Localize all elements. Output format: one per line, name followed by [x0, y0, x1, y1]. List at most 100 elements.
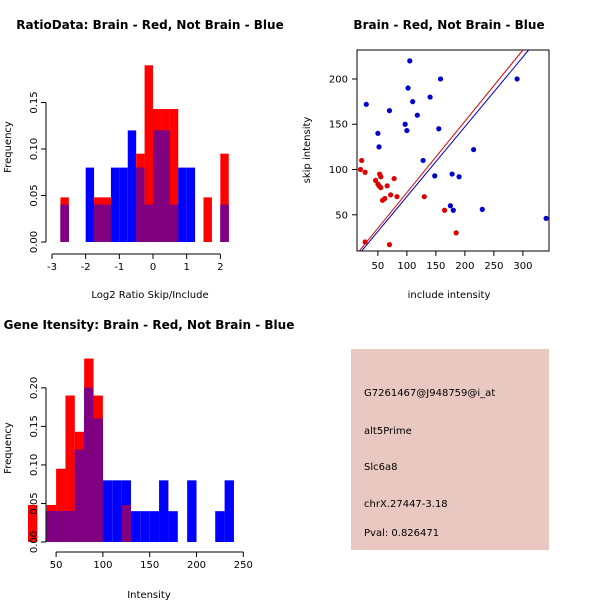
bar-not-brain	[130, 511, 141, 542]
bar-brain	[169, 109, 179, 242]
point-not-brain	[376, 144, 382, 150]
bar-overlap	[46, 511, 57, 542]
x-tick-label: -1	[114, 262, 124, 273]
point-brain	[386, 242, 393, 248]
point-brain	[362, 169, 368, 175]
p-value: Pval: 0.826471	[364, 528, 439, 539]
bar-brain	[220, 153, 229, 242]
point-not-brain	[479, 206, 485, 212]
point-not-brain	[456, 174, 462, 180]
point-not-brain	[410, 99, 416, 105]
point-not-brain	[386, 108, 393, 114]
bar-brain	[65, 395, 75, 542]
bar-not-brain	[119, 167, 128, 242]
y-tick-label: 0.00	[29, 231, 40, 253]
scatter-frame	[356, 49, 550, 252]
point-brain	[362, 239, 368, 245]
bar-not-brain	[159, 480, 169, 542]
bar-overlap	[136, 167, 145, 242]
point-not-brain	[375, 130, 381, 136]
info-box	[351, 349, 549, 550]
bar-overlap	[102, 204, 111, 242]
point-not-brain	[543, 215, 549, 222]
scatter-title: Brain - Red, Not Brain - Blue	[353, 18, 544, 32]
bar-not-brain	[112, 480, 122, 542]
bar-overlap	[169, 204, 179, 242]
intensity-histogram-xlabel: Intensity	[127, 590, 171, 600]
y-tick-label: 0.10	[29, 138, 40, 160]
bar-overlap	[74, 449, 85, 542]
x-tick-label: 250	[484, 261, 503, 272]
bar-overlap	[144, 204, 153, 242]
scatter-marks	[357, 49, 549, 252]
bar-overlap	[94, 204, 103, 242]
x-tick-label: 0	[150, 262, 156, 273]
fit-line-brain	[358, 49, 524, 252]
ratio-histogram-panel: RatioData: Brain - Red, Not Brain - Blue…	[3, 18, 284, 301]
bar-not-brain	[102, 480, 113, 542]
intensity-histogram-panel: Gene Itensity: Brain - Red, Not Brain - …	[3, 318, 294, 600]
bar-not-brain	[168, 511, 178, 542]
y-tick-label: 100	[329, 165, 348, 176]
bar-brain	[28, 505, 38, 542]
y-tick-label: 0.05	[29, 184, 40, 206]
x-tick-label: -3	[47, 262, 57, 273]
point-brain	[388, 192, 394, 198]
point-brain	[453, 230, 459, 236]
y-tick-label: 150	[329, 120, 348, 131]
point-not-brain	[420, 157, 426, 164]
bar-not-brain	[85, 167, 95, 242]
x-tick-label: 250	[234, 560, 253, 571]
point-not-brain	[427, 94, 433, 100]
bar-not-brain	[149, 511, 160, 542]
point-brain	[384, 183, 390, 189]
bar-overlap	[84, 387, 94, 542]
intensity-histogram-bars	[28, 358, 234, 542]
bar-overlap	[153, 130, 162, 242]
bar-not-brain	[187, 480, 197, 542]
point-not-brain	[363, 101, 369, 107]
point-not-brain	[450, 207, 456, 213]
point-not-brain	[414, 112, 420, 118]
y-tick-label: 0.05	[29, 492, 40, 514]
point-not-brain	[437, 76, 444, 82]
x-tick-label: 150	[426, 261, 445, 272]
x-tick-label: 200	[455, 261, 474, 272]
bar-overlap	[161, 130, 170, 242]
intensity-histogram-axes: 50 100 150 200 250 0.00 0.05 0.10 0.15 0.20	[29, 377, 253, 571]
y-tick-label: 0.15	[29, 415, 40, 437]
point-brain	[391, 175, 397, 182]
point-not-brain	[447, 203, 453, 209]
fit-line-not-brain	[361, 49, 530, 252]
point-not-brain	[404, 127, 410, 134]
ratio-histogram-axes: -3 -2 -1 0 1 2 0.00 0.05 0.10 0.15	[29, 91, 224, 273]
bar-overlap	[60, 204, 69, 242]
bar-brain	[56, 468, 66, 542]
point-not-brain	[432, 173, 438, 179]
scatter-xlabel: include intensity	[408, 290, 491, 301]
bar-overlap	[121, 505, 131, 542]
bar-brain	[144, 65, 153, 242]
event-type: alt5Prime	[364, 426, 412, 437]
intensity-scatter-panel: Brain - Red, Not Brain - Blue include in…	[302, 18, 550, 301]
x-tick-label: 50	[372, 261, 385, 272]
point-brain	[421, 194, 427, 200]
scatter-ylabel: skip intensity	[302, 117, 313, 184]
ratio-histogram-bars	[60, 65, 229, 242]
x-tick-label: 100	[93, 560, 112, 571]
intensity-histogram-ylabel: Frequency	[3, 422, 14, 474]
x-tick-label: 300	[513, 261, 532, 272]
x-tick-label: 1	[183, 262, 189, 273]
bar-overlap	[65, 511, 75, 542]
point-brain	[359, 157, 365, 164]
point-brain	[382, 195, 388, 202]
bar-overlap	[220, 204, 229, 242]
y-tick-label: 0.00	[29, 531, 40, 553]
bar-not-brain	[178, 167, 187, 242]
bar-overlap	[93, 418, 103, 542]
ratio-histogram-ylabel: Frequency	[3, 121, 14, 173]
bar-not-brain	[186, 167, 196, 242]
probe-id: G7261467@J948759@i_at	[364, 388, 495, 399]
intensity-histogram-title: Gene Itensity: Brain - Red, Not Brain - …	[4, 318, 295, 332]
